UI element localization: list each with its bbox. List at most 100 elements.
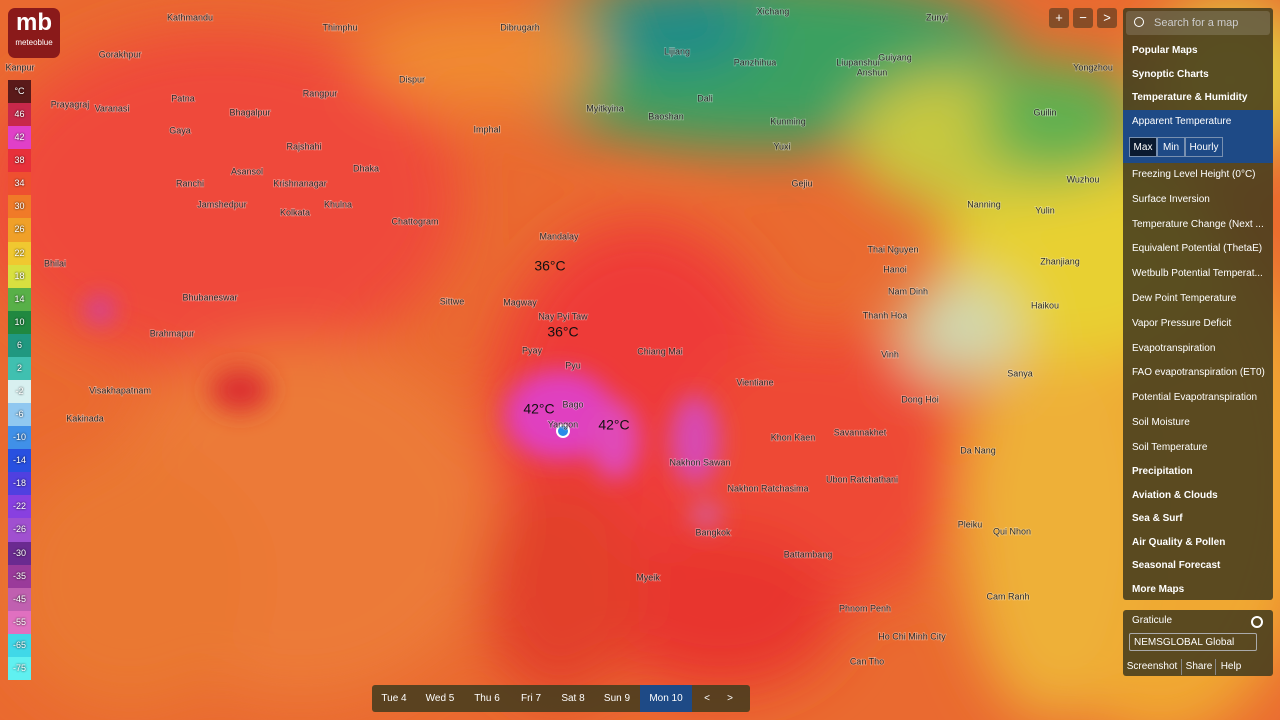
place-label: Khon Kaen [771,432,816,442]
mode-button[interactable]: Hourly [1185,137,1223,157]
map-control-button[interactable]: + [1049,8,1069,28]
place-label: Dali [697,93,713,103]
legend-entry: -75 [8,656,31,681]
place-label: Baoshan [648,111,684,121]
map-control-button[interactable]: > [1097,8,1117,28]
day-button[interactable]: Tue 4 [381,693,407,704]
legend-entry: -35 [8,564,31,588]
place-label: Nakhon Ratchasima [727,483,808,493]
legend-entry: 46 [8,103,31,127]
day-button[interactable]: Thu 6 [474,693,500,704]
place-label: Bago [562,399,583,409]
place-label: Bhagalpur [229,107,270,117]
menu-group[interactable]: Precipitation [1132,466,1193,477]
menu-item[interactable]: Dew Point Temperature [1132,293,1237,304]
menu-group[interactable]: Synoptic Charts [1132,68,1209,80]
menu-group[interactable]: Seasonal Forecast [1132,560,1221,571]
day-button[interactable]: Mon 10 [640,685,692,712]
menu-item[interactable]: Vapor Pressure Deficit [1132,317,1232,329]
menu-item[interactable]: Temperature Change (Next ... [1132,218,1264,230]
place-label: Nanning [967,199,1001,209]
place-label: Cam Ranh [986,591,1029,601]
place-label: Thai Nguyen [867,244,918,254]
place-label: Guilin [1033,107,1056,117]
mode-button[interactable]: Max [1129,137,1157,157]
menu-item[interactable]: Evapotranspiration [1132,342,1216,354]
menu-item[interactable]: FAO evapotranspiration (ET0) [1132,367,1265,379]
logo-mark: mb [16,9,52,36]
day-button[interactable]: Wed 5 [425,693,455,704]
place-label: Yongzhou [1073,62,1113,72]
menu-group[interactable]: Air Quality & Pollen [1132,536,1226,548]
place-label: Vientiane [736,377,773,387]
menu-group[interactable]: Sea & Surf [1132,513,1183,524]
place-label: Magway [503,297,537,307]
place-label: Myitkyina [586,103,624,113]
menu-item[interactable]: Equivalent Potential (ThetaE) [1132,243,1263,255]
place-label: Brahmapur [150,328,195,338]
menu-item[interactable]: Wetbulb Potential Temperat... [1132,268,1263,280]
temperature-annotation: 42°C [523,401,554,417]
legend-entry: -10 [8,426,31,450]
menu-group[interactable]: Popular Maps [1132,45,1198,56]
place-label: Haikou [1031,300,1059,310]
search-box[interactable]: Search for a map [1126,11,1270,35]
place-label: Pyay [522,345,543,355]
legend-entry: 10 [8,310,31,334]
menu-item[interactable]: Freezing Level Height (0°C) [1132,169,1256,180]
legend-entry: -55 [8,610,31,634]
place-label: Visakhapatnam [89,385,151,395]
day-button[interactable]: Sun 9 [603,693,631,704]
map-control-button[interactable]: − [1073,8,1093,28]
graticule-toggle[interactable] [1251,616,1263,628]
logo[interactable]: mb meteoblue [8,8,60,58]
place-label: Chiang Mai [637,346,683,356]
location-marker[interactable] [556,424,570,438]
place-label: Gejiu [791,178,812,188]
menu-group[interactable]: Temperature & Humidity [1132,92,1248,103]
place-label: Yuxi [773,141,790,151]
place-label: Nam Dinh [888,286,928,296]
menu-group[interactable]: Aviation & Clouds [1132,489,1218,501]
place-label: Phnom Penh [839,603,891,613]
place-label: Nakhon Sawan [669,457,730,467]
place-label: Xichang [757,6,790,16]
action-button[interactable]: Share [1181,659,1216,675]
menu-group[interactable]: More Maps [1132,583,1185,595]
model-select[interactable]: NEMSGLOBAL Global [1129,633,1257,651]
prev-button[interactable]: < [704,693,710,704]
legend-entry: 30 [8,195,31,219]
legend-entry: 26 [8,218,31,242]
place-label: Asansol [231,166,263,176]
action-button[interactable]: Screenshot [1126,661,1178,672]
place-label: Anshun [857,67,888,77]
place-label: Bhubaneswar [182,292,237,302]
place-label: Zunyi [926,12,948,22]
day-button[interactable]: Fri 7 [521,693,541,704]
settings-panel: Graticule NEMSGLOBAL Global Screenshot Sh… [1123,610,1273,676]
place-label: Panzhihua [734,57,777,67]
menu-item[interactable]: Surface Inversion [1132,193,1210,205]
map-menu: Search for a map Popular Maps Synoptic Ch… [1123,8,1273,600]
place-label: Varanasi [95,103,130,113]
day-button[interactable]: Sat 8 [561,693,585,704]
mode-button[interactable]: Min [1157,137,1185,157]
menu-item[interactable]: Soil Moisture [1132,417,1190,428]
menu-item[interactable]: Potential Evapotranspiration [1132,392,1258,404]
place-label: Kunming [770,116,806,126]
menu-item[interactable]: Soil Temperature [1132,441,1208,453]
place-label: Can Tho [850,656,884,666]
place-label: Ubon Ratchathani [826,474,898,484]
action-button[interactable]: Help [1215,659,1246,675]
legend-entry: 42 [8,126,31,150]
legend-entry: -6 [8,403,31,427]
place-label: Qui Nhon [993,526,1031,536]
next-button[interactable]: > [727,693,733,704]
place-label: Pleiku [958,519,983,529]
place-label: Kanpur [5,62,34,72]
temperature-annotation: 36°C [547,324,578,340]
menu-item[interactable]: Apparent Temperature [1132,116,1232,127]
